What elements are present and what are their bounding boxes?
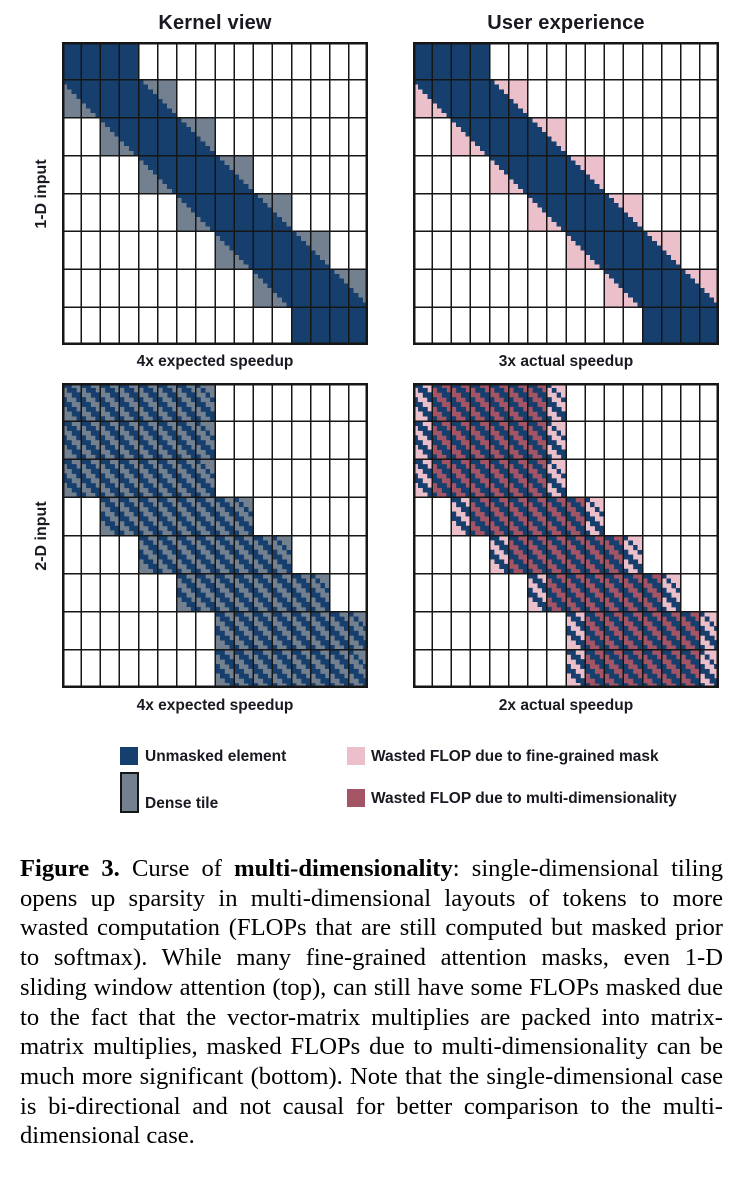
figure-caption: Figure 3. Curse of multi-dimensionality:… <box>20 855 724 1150</box>
attention-matrix-1d-kernel <box>62 42 368 345</box>
speedup-caption-2d-user: 2x actual speedup <box>498 697 634 714</box>
row-label-1d-input: 1-D input <box>33 159 50 229</box>
speedup-caption-2d-kernel: 4x expected speedup <box>136 697 294 714</box>
legend-label-dense-tile: Dense tile <box>145 795 219 812</box>
panel-2d-user <box>413 383 719 688</box>
legend-item-dense-tile: Dense tile <box>120 772 350 813</box>
speedup-caption-1d-kernel: 4x expected speedup <box>136 353 294 370</box>
wasted-flop-fine-grained-swatch <box>347 747 365 765</box>
column-title-user-experience: User experience <box>487 12 645 34</box>
attention-matrix-2d-kernel <box>62 383 368 688</box>
legend-item-unmasked: Unmasked element <box>120 747 350 765</box>
row-label-2d-input: 2-D input <box>33 501 50 571</box>
panel-1d-user <box>413 42 719 345</box>
legend-label-unmasked: Unmasked element <box>145 748 287 765</box>
legend-label-waste-multi: Wasted FLOP due to multi-dimensionality <box>371 790 677 807</box>
wasted-flop-multi-dimensionality-swatch <box>347 789 365 807</box>
legend-label-waste-fine: Wasted FLOP due to fine-grained mask <box>371 748 659 765</box>
legend-item-waste-multi: Wasted FLOP due to multi-dimensionality <box>347 789 707 807</box>
panel-1d-kernel <box>62 42 368 345</box>
column-title-kernel-view: Kernel view <box>158 12 272 34</box>
attention-matrix-2d-user <box>413 383 719 688</box>
panel-2d-kernel <box>62 383 368 688</box>
legend-item-waste-fine: Wasted FLOP due to fine-grained mask <box>347 747 707 765</box>
unmasked-element-swatch <box>120 747 138 765</box>
speedup-caption-1d-user: 3x actual speedup <box>498 353 634 370</box>
dense-tile-swatch <box>120 772 139 813</box>
attention-matrix-1d-user <box>413 42 719 345</box>
